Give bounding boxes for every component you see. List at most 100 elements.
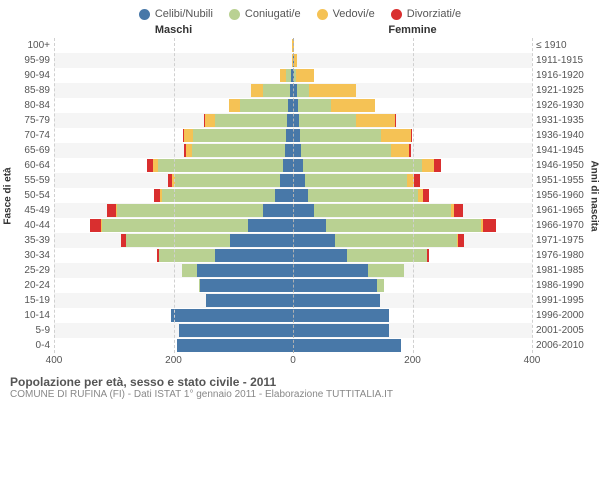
bar-segment: [240, 99, 288, 112]
bar-row: [54, 173, 293, 188]
bar-segment: [293, 174, 305, 187]
bar-segment: [308, 189, 419, 202]
bar-segment: [300, 129, 381, 142]
bar-segment: [280, 174, 293, 187]
bar-row: [293, 233, 532, 248]
bar-row: [54, 53, 293, 68]
bar-segment: [297, 84, 309, 97]
bar-segment: [407, 174, 414, 187]
bar-segment: [182, 264, 197, 277]
legend-swatch: [391, 9, 402, 20]
bar-segment: [293, 219, 326, 232]
bar-row: [293, 188, 532, 203]
bar-row: [54, 203, 293, 218]
age-label: 65-69: [10, 143, 54, 158]
birth-label: 1921-1925: [532, 83, 590, 98]
bar-segment: [263, 204, 293, 217]
bar-segment: [177, 339, 294, 352]
bar-row: [54, 38, 293, 53]
age-label: 80-84: [10, 98, 54, 113]
bar-row: [293, 218, 532, 233]
bar-segment: [159, 249, 216, 262]
legend-item: Divorziati/e: [391, 8, 461, 20]
legend-swatch: [229, 9, 240, 20]
bar-segment: [434, 159, 441, 172]
bar-row: [293, 53, 532, 68]
male-bars: [54, 38, 293, 353]
bar-segment: [298, 99, 331, 112]
bar-segment: [301, 144, 391, 157]
bar-row: [293, 128, 532, 143]
bar-segment: [356, 114, 395, 127]
legend-label: Divorziati/e: [407, 8, 461, 20]
bar-row: [54, 323, 293, 338]
x-ticks: 4002000200400: [54, 355, 532, 369]
bar-segment: [411, 129, 413, 142]
age-label: 30-34: [10, 248, 54, 263]
bar-row: [54, 308, 293, 323]
bar-segment: [200, 279, 293, 292]
x-tick: 200: [165, 355, 182, 366]
birth-label: 1936-1940: [532, 128, 590, 143]
birth-label: 1956-1960: [532, 188, 590, 203]
age-label: 70-74: [10, 128, 54, 143]
legend-item: Vedovi/e: [317, 8, 375, 20]
bar-segment: [303, 159, 423, 172]
bar-segment: [102, 219, 248, 232]
bar-row: [54, 158, 293, 173]
bar-segment: [422, 159, 434, 172]
legend-swatch: [139, 9, 150, 20]
bars-area: [54, 38, 532, 353]
bar-segment: [293, 234, 335, 247]
bar-segment: [326, 219, 481, 232]
birth-label: 1911-1915: [532, 53, 590, 68]
bar-row: [54, 278, 293, 293]
bar-row: [293, 278, 532, 293]
male-header: Maschi: [54, 24, 293, 36]
x-tick: 400: [46, 355, 63, 366]
bar-segment: [294, 54, 298, 67]
age-label: 20-24: [10, 278, 54, 293]
female-bars: [293, 38, 532, 353]
age-label: 60-64: [10, 158, 54, 173]
birth-label: 1916-1920: [532, 68, 590, 83]
bar-row: [293, 83, 532, 98]
age-label: 0-4: [10, 338, 54, 353]
bar-segment: [458, 234, 464, 247]
x-tick: 0: [290, 355, 296, 366]
bar-row: [54, 128, 293, 143]
age-label: 50-54: [10, 188, 54, 203]
legend-label: Coniugati/e: [245, 8, 301, 20]
bar-segment: [309, 84, 357, 97]
bar-segment: [391, 144, 409, 157]
birth-label: 1951-1955: [532, 173, 590, 188]
birth-label: 1991-1995: [532, 293, 590, 308]
age-label: 40-44: [10, 218, 54, 233]
bar-row: [54, 338, 293, 353]
bar-row: [293, 68, 532, 83]
age-label: 85-89: [10, 83, 54, 98]
bar-segment: [193, 129, 286, 142]
bar-row: [293, 248, 532, 263]
bar-row: [293, 293, 532, 308]
x-tick: 200: [404, 355, 421, 366]
bar-row: [54, 188, 293, 203]
bar-segment: [293, 264, 368, 277]
bar-segment: [299, 114, 356, 127]
birth-label: 2001-2005: [532, 323, 590, 338]
bar-segment: [381, 129, 411, 142]
bar-segment: [293, 39, 294, 52]
bar-segment: [293, 309, 389, 322]
bar-segment: [229, 99, 241, 112]
plot-area: Fasce di età Anni di nascita 100+95-9990…: [10, 38, 590, 353]
age-label: 25-29: [10, 263, 54, 278]
bar-segment: [230, 234, 293, 247]
bar-segment: [347, 249, 428, 262]
bar-segment: [206, 294, 293, 307]
population-pyramid-chart: Celibi/NubiliConiugati/eVedovi/eDivorzia…: [0, 0, 600, 406]
bar-row: [54, 293, 293, 308]
bar-segment: [184, 129, 193, 142]
birth-label: 1966-1970: [532, 218, 590, 233]
x-axis: 4002000200400: [10, 355, 590, 369]
bar-row: [54, 263, 293, 278]
